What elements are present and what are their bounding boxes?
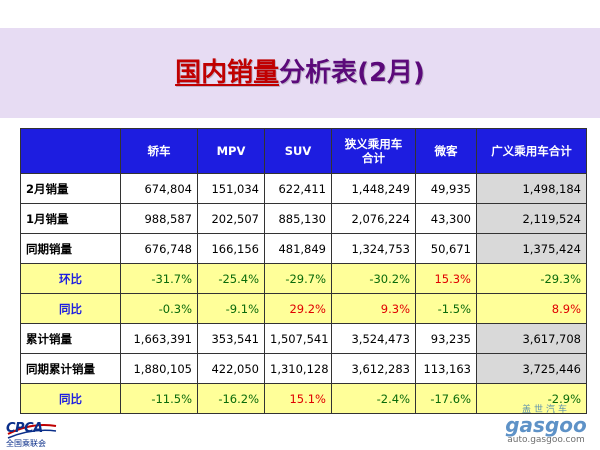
row-label: 1月销量 — [20, 203, 121, 234]
table-cell: 1,448,249 — [331, 173, 416, 204]
table-row: 1月销量 988,587 202,507 885,130 2,076,224 43,300… — [20, 203, 587, 234]
header-corner — [20, 128, 121, 174]
table-row: 2月销量 674,804 151,034 622,411 1,448,249 49,935… — [20, 173, 587, 204]
table-row: 同比 -11.5% -16.2% 15.1% -2.4% -17.6% -2.9% — [20, 383, 587, 414]
title-band — [0, 28, 600, 118]
table-cell: -30.2% — [331, 263, 416, 294]
table-cell: 622,411 — [264, 173, 332, 204]
table-cell: -17.6% — [415, 383, 477, 414]
page-title: 国内销量分析表(2月) — [0, 52, 600, 89]
table-cell: 202,507 — [197, 203, 265, 234]
header-narrow-total: 狭义乘用车 合计 — [331, 128, 416, 174]
table-row: 同期累计销量 1,880,105 422,050 1,310,128 3,612,283… — [20, 353, 587, 384]
table-cell: -29.3% — [476, 263, 587, 294]
table-cell: 3,524,473 — [331, 323, 416, 354]
table-cell: -31.7% — [120, 263, 198, 294]
table-cell: 151,034 — [197, 173, 265, 204]
table-cell: 49,935 — [415, 173, 477, 204]
table-cell: 3,612,283 — [331, 353, 416, 384]
table-cell: 988,587 — [120, 203, 198, 234]
table-row: 同比 -0.3% -9.1% 29.2% 9.3% -1.5% 8.9% — [20, 293, 587, 324]
table-cell: 2,119,524 — [476, 203, 587, 234]
header-broad-total: 广义乘用车合计 — [476, 128, 587, 174]
row-label: 同比 — [20, 383, 121, 414]
table-cell: 3,617,708 — [476, 323, 587, 354]
table-body: 2月销量 674,804 151,034 622,411 1,448,249 49,935… — [20, 173, 587, 414]
table-cell: 8.9% — [476, 293, 587, 324]
table-cell: 422,050 — [197, 353, 265, 384]
table-cell: -29.7% — [264, 263, 332, 294]
table-header-row: 轿车 MPV SUV 狭义乘用车 合计 微客 广义乘用车合计 — [20, 128, 587, 174]
table-cell: 1,663,391 — [120, 323, 198, 354]
table-cell: 2,076,224 — [331, 203, 416, 234]
logo-subtext: 全国乘联会 — [6, 439, 46, 448]
table-cell: 166,156 — [197, 233, 265, 264]
table-cell: -2.9% — [476, 383, 587, 414]
table-cell: 93,235 — [415, 323, 477, 354]
table-cell: 15.1% — [264, 383, 332, 414]
table-cell: 353,541 — [197, 323, 265, 354]
row-label: 累计销量 — [20, 323, 121, 354]
table-cell: 15.3% — [415, 263, 477, 294]
table-cell: 50,671 — [415, 233, 477, 264]
table-cell: -2.4% — [331, 383, 416, 414]
table-row: 累计销量 1,663,391 353,541 1,507,541 3,524,473 93… — [20, 323, 587, 354]
table-cell: -9.1% — [197, 293, 265, 324]
title-main: 国内销量 — [175, 58, 280, 88]
row-label: 同比 — [20, 293, 121, 324]
table-cell: 1,310,128 — [264, 353, 332, 384]
sales-table: 轿车 MPV SUV 狭义乘用车 合计 微客 广义乘用车合计 2月销量 674,80… — [20, 128, 587, 414]
table-cell: 29.2% — [264, 293, 332, 324]
table-cell: -16.2% — [197, 383, 265, 414]
table-cell: 674,804 — [120, 173, 198, 204]
row-label: 环比 — [20, 263, 121, 294]
table-cell: 1,880,105 — [120, 353, 198, 384]
table-cell: -0.3% — [120, 293, 198, 324]
table-cell: -1.5% — [415, 293, 477, 324]
table-cell: 3,725,446 — [476, 353, 587, 384]
table-cell: 1,324,753 — [331, 233, 416, 264]
watermark-url: auto.gasgoo.com — [507, 435, 585, 445]
table-cell: 9.3% — [331, 293, 416, 324]
table-cell: 481,849 — [264, 233, 332, 264]
row-label: 同期销量 — [20, 233, 121, 264]
table-cell: -25.4% — [197, 263, 265, 294]
header-mpv: MPV — [197, 128, 265, 174]
title-sub: 分析表(2月) — [279, 58, 425, 88]
header-sedan: 轿车 — [120, 128, 198, 174]
table-cell: 113,163 — [415, 353, 477, 384]
table-cell: 1,375,424 — [476, 233, 587, 264]
watermark-cn: 盖世汽车 — [521, 405, 570, 415]
table-cell: 885,130 — [264, 203, 332, 234]
table-cell: 676,748 — [120, 233, 198, 264]
table-row: 环比 -31.7% -25.4% -29.7% -30.2% 15.3% -29.3% — [20, 263, 587, 294]
table-row: 同期销量 676,748 166,156 481,849 1,324,753 50,671… — [20, 233, 587, 264]
table-cell: 43,300 — [415, 203, 477, 234]
table-cell: -11.5% — [120, 383, 198, 414]
watermark-brand: gasgoo — [505, 413, 587, 437]
row-label: 2月销量 — [20, 173, 121, 204]
row-label: 同期累计销量 — [20, 353, 121, 384]
header-minivan: 微客 — [415, 128, 477, 174]
logo-text: CPCA — [6, 421, 43, 436]
cpca-logo — [7, 424, 57, 439]
gasgoo-watermark: 盖世汽车 gasgoo auto.gasgoo.com — [498, 402, 594, 448]
header-suv: SUV — [264, 128, 332, 174]
table-cell: 1,507,541 — [264, 323, 332, 354]
table-cell: 1,498,184 — [476, 173, 587, 204]
